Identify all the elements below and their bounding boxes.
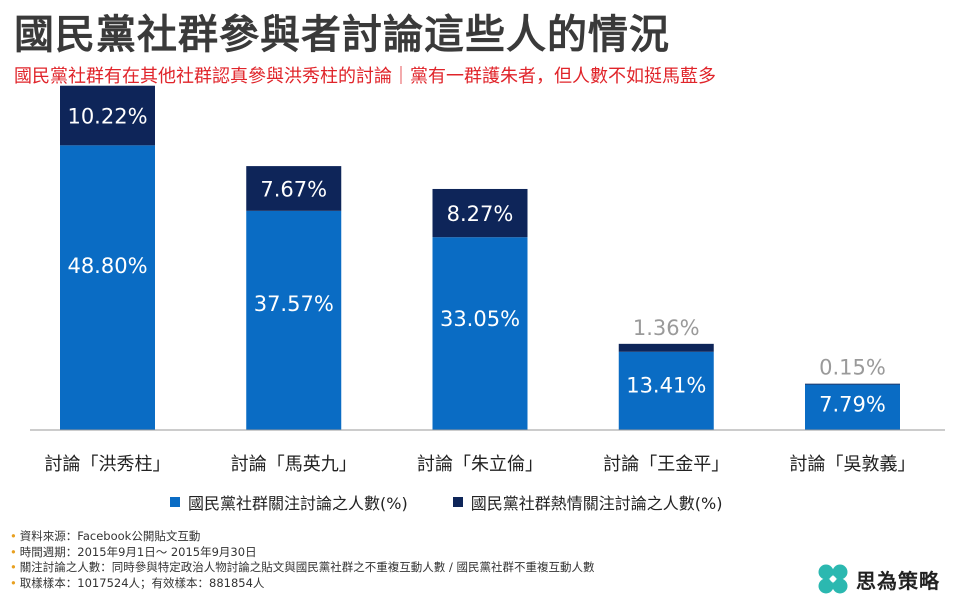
value-label-secondary-3: 1.36% bbox=[633, 316, 700, 340]
bar-primary-0 bbox=[60, 145, 155, 431]
bar-secondary-0 bbox=[60, 85, 155, 146]
bar-primary-2 bbox=[432, 237, 528, 430]
brand-logo: 思為策略 bbox=[816, 562, 940, 596]
footnote-definition: • 關注討論之人數：同時參與特定政治人物討論之貼文與國民黨社群之不重複互動人數 /… bbox=[10, 560, 595, 574]
legend-swatch-secondary bbox=[452, 497, 463, 507]
value-label-secondary-0: 10.22% bbox=[67, 105, 147, 129]
category-label-3: 討論「王金平」 bbox=[603, 454, 729, 475]
page-title: 國民黨社群參與者討論這些人的情況 bbox=[14, 12, 670, 58]
four-leaf-logo-icon bbox=[818, 564, 848, 594]
footnote-sample: • 取樣樣本：1017524人；有效樣本：881854人 bbox=[10, 575, 265, 590]
bar-secondary-4 bbox=[805, 383, 900, 385]
legend: 國民黨社群關注討論之人數(%) 國民黨社群熱情關注討論之人數(%) bbox=[170, 490, 763, 514]
footnote-period: • 時間週期：2015年9月1日～ 2015年9月30日 bbox=[10, 544, 257, 559]
bar-primary-3 bbox=[618, 351, 714, 430]
bar-secondary-2 bbox=[432, 188, 528, 238]
category-label-1: 討論「馬英九」 bbox=[231, 454, 357, 475]
value-label-primary-1: 37.57% bbox=[254, 292, 334, 316]
bar-secondary-1 bbox=[246, 166, 342, 211]
legend-swatch-primary bbox=[170, 497, 180, 507]
value-label-primary-2: 33.05% bbox=[440, 307, 520, 331]
legend-label-primary: 國民黨社群關注討論之人數(%) bbox=[188, 494, 408, 513]
legend-label-secondary: 國民黨社群熱情關注討論之人數(%) bbox=[470, 494, 723, 513]
value-label-primary-3: 13.41% bbox=[626, 374, 706, 398]
category-label-2: 討論「朱立倫」 bbox=[417, 454, 543, 475]
legend-item-secondary: 國民黨社群熱情關注討論之人數(%) bbox=[452, 490, 723, 514]
brand-name: 思為策略 bbox=[856, 568, 940, 593]
footnotes: • 資料來源：Facebook公開貼文互動 • 時間週期：2015年9月1日～ 20… bbox=[10, 529, 594, 591]
value-label-secondary-1: 7.67% bbox=[260, 177, 327, 201]
value-label-secondary-2: 8.27% bbox=[447, 202, 514, 226]
footnote-source: • 資料來源：Facebook公開貼文互動 bbox=[10, 529, 201, 543]
bar-primary-1 bbox=[246, 210, 342, 430]
page-subtitle: 國民黨社群有在其他社群認真參與洪秀柱的討論｜黨有一群護朱者，但人數不如挺馬藍多 bbox=[14, 66, 716, 87]
stacked-bar-chart: 48.80% 10.22% 討論「洪秀柱」 37.57% 7.67% 討論「馬英九」 33.… bbox=[30, 85, 945, 475]
bar-secondary-3 bbox=[618, 343, 714, 352]
category-label-4: 討論「吳敦義」 bbox=[790, 454, 916, 475]
bar-primary-4 bbox=[805, 384, 900, 430]
value-label-secondary-4: 0.15% bbox=[819, 356, 886, 380]
value-label-primary-4: 7.79% bbox=[819, 393, 886, 417]
value-label-primary-0: 48.80% bbox=[67, 254, 147, 278]
legend-item-primary: 國民黨社群關注討論之人數(%) bbox=[170, 490, 408, 514]
category-label-0: 討論「洪秀柱」 bbox=[45, 454, 171, 475]
